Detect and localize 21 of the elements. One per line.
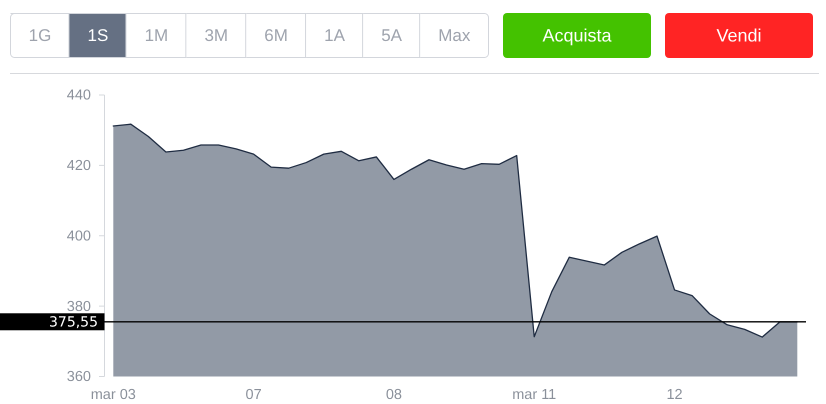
tab-button[interactable]: Max xyxy=(420,13,489,58)
tab-button[interactable]: 1G xyxy=(10,13,70,58)
tab-button[interactable]: 3M xyxy=(186,13,247,58)
action-button[interactable]: Acquista xyxy=(503,13,651,58)
tab-button[interactable]: 1S xyxy=(68,13,127,58)
y-tick-label: 440 xyxy=(66,88,91,104)
tab-button[interactable]: 5A xyxy=(362,13,421,58)
action-button[interactable]: Vendi xyxy=(665,13,813,58)
x-tick-label: 07 xyxy=(246,387,262,403)
y-tick-label: 400 xyxy=(66,228,91,244)
y-tick-label: 380 xyxy=(66,298,91,315)
x-tick-label: 08 xyxy=(386,387,402,403)
tab-button[interactable]: 1A xyxy=(306,13,364,58)
x-tick-label: mar 03 xyxy=(90,387,136,403)
ref-line-label: 375,55 xyxy=(49,314,98,331)
tab-button[interactable]: 6M xyxy=(246,13,307,58)
y-tick-label: 360 xyxy=(66,369,91,386)
y-tick-label: 420 xyxy=(66,158,91,174)
x-tick-label: mar 11 xyxy=(512,387,556,403)
x-tick-label: 12 xyxy=(666,387,683,403)
tab-button[interactable]: 1M xyxy=(126,13,187,58)
